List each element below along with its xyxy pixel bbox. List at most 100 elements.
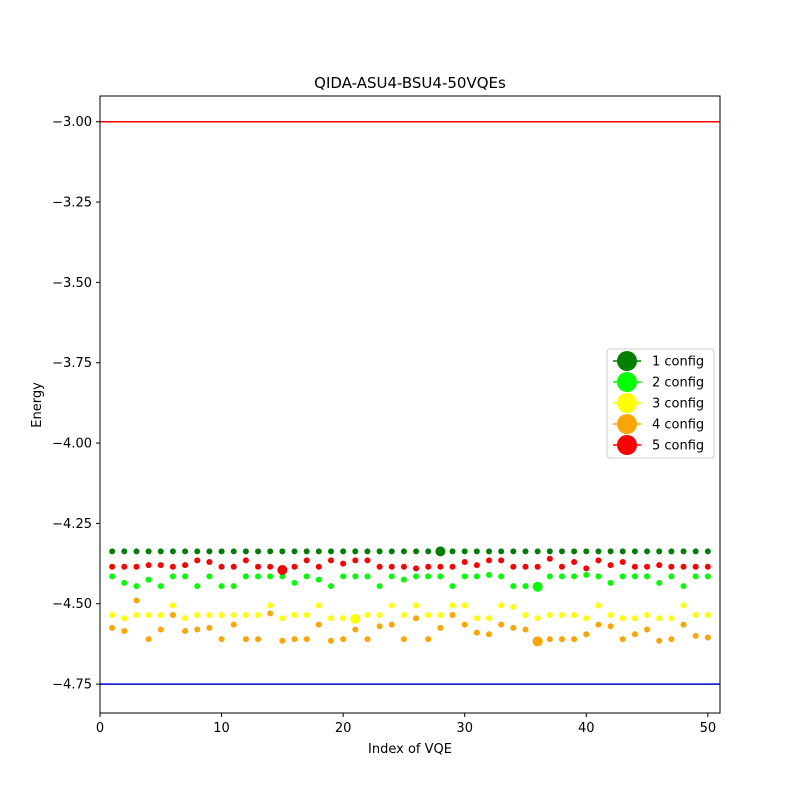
series-2-point <box>425 573 432 580</box>
legend-marker <box>617 435 637 455</box>
series-1-point <box>571 548 578 555</box>
series-3-point <box>315 602 322 609</box>
legend-marker <box>617 414 637 434</box>
x-tick-label: 50 <box>700 721 717 736</box>
series-1-point <box>327 548 334 555</box>
series-2-point <box>571 573 578 580</box>
series-2-point <box>619 573 626 580</box>
series-2-point <box>631 573 638 580</box>
series-3-point <box>157 611 164 618</box>
series-5-point <box>388 563 395 570</box>
legend-marker <box>617 393 637 413</box>
y-tick-label: −3.50 <box>52 276 92 291</box>
series-3-point <box>327 615 334 622</box>
series-2-point <box>498 573 505 580</box>
series-1-point <box>121 548 128 555</box>
series-5-point <box>376 563 383 570</box>
legend: 1 config 2 config 3 config 4 config 5 config <box>606 348 715 459</box>
series-4-point <box>631 631 638 638</box>
series-3-point <box>644 611 651 618</box>
series-5-point <box>400 563 407 570</box>
x-tick-label: 0 <box>96 721 104 736</box>
series-4-point <box>279 637 286 644</box>
series-5-point <box>352 557 359 564</box>
series-2-point <box>121 579 128 586</box>
series-3-point <box>437 611 444 618</box>
series-1-point <box>157 548 164 555</box>
series-3-point <box>303 611 310 618</box>
series-3-point <box>291 611 298 618</box>
series-1-point <box>449 548 456 555</box>
series-3-highlight-point <box>350 613 361 624</box>
series-4-point <box>230 621 237 628</box>
series-4-point <box>558 636 565 643</box>
series-5-point <box>121 563 128 570</box>
y-tick-label: −4.50 <box>52 597 92 612</box>
series-2-point <box>510 583 517 590</box>
series-2-point <box>352 573 359 580</box>
series-5-highlight-point <box>277 564 288 575</box>
series-4-point <box>182 628 189 635</box>
series-1-point <box>425 548 432 555</box>
series-5-point <box>413 565 420 572</box>
series-3-point <box>388 602 395 609</box>
y-tick-label: −4.25 <box>52 517 92 532</box>
series-4-point <box>400 636 407 643</box>
series-1-point <box>206 548 213 555</box>
series-2-point <box>704 573 711 580</box>
series-1-point <box>546 548 553 555</box>
series-2-point <box>486 571 493 578</box>
series-1-point <box>413 548 420 555</box>
series-5-point <box>461 558 468 565</box>
plot-layer <box>100 120 720 685</box>
series-3-point <box>169 602 176 609</box>
series-4-point <box>619 636 626 643</box>
series-4-point <box>206 624 213 631</box>
series-4-point <box>242 636 249 643</box>
series-1-point <box>704 548 711 555</box>
legend-label: 2 config <box>652 376 704 391</box>
legend-label: 4 config <box>652 418 704 433</box>
series-1-point <box>303 548 310 555</box>
series-3-point <box>121 615 128 622</box>
series-4-point <box>267 610 274 617</box>
series-2-point <box>692 573 699 580</box>
series-5-point <box>327 557 334 564</box>
series-3-point <box>692 611 699 618</box>
series-2-point <box>413 573 420 580</box>
series-3-point <box>400 611 407 618</box>
series-3-point <box>255 611 262 618</box>
series-5-point <box>303 557 310 564</box>
legend-label: 5 config <box>652 439 704 454</box>
series-1-point <box>595 548 602 555</box>
series-2-point <box>473 573 480 580</box>
series-3-point <box>680 602 687 609</box>
series-1-point <box>315 548 322 555</box>
series-3-point <box>498 602 505 609</box>
series-3-point <box>194 611 201 618</box>
series-2-point <box>400 576 407 583</box>
series-2-point <box>109 573 116 580</box>
series-1-point <box>218 548 225 555</box>
legend-item-1: 1 config <box>613 351 704 371</box>
series-4-point <box>109 624 116 631</box>
series-4-point <box>145 636 152 643</box>
series-3-point <box>109 611 116 618</box>
series-3-point <box>267 602 274 609</box>
series-4-point <box>352 626 359 633</box>
series-2-point <box>291 579 298 586</box>
series-1-point <box>194 548 201 555</box>
series-2-point <box>157 583 164 590</box>
series-3-point <box>558 611 565 618</box>
series-4-point <box>473 629 480 636</box>
series-5-point <box>182 562 189 569</box>
series-1-point <box>145 548 152 555</box>
series-5-point <box>255 563 262 570</box>
series-5-point <box>680 563 687 570</box>
series-1-point <box>279 548 286 555</box>
series-4-point <box>340 636 347 643</box>
series-1-point <box>109 548 116 555</box>
series-2-point <box>461 573 468 580</box>
series-2-point <box>583 571 590 578</box>
axes-frame <box>99 95 721 714</box>
